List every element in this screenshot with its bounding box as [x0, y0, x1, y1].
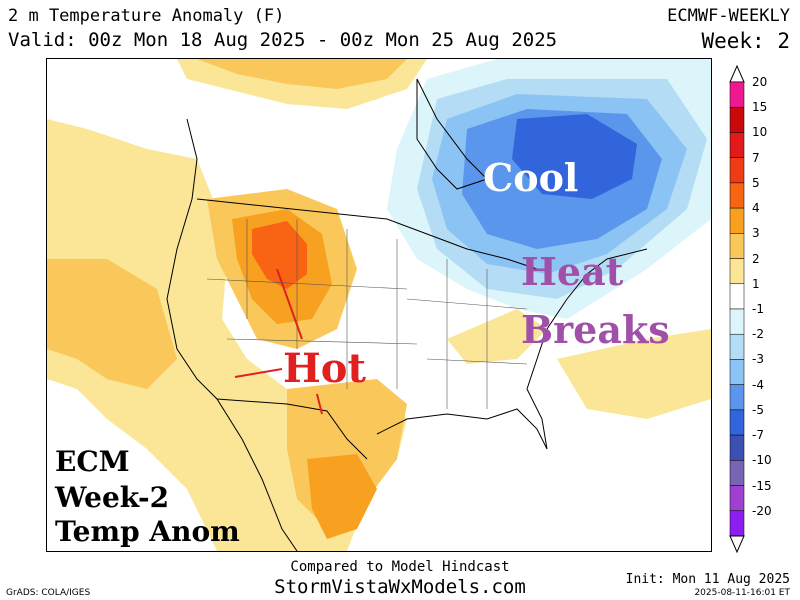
legend-label: 4 [752, 201, 760, 216]
legend-label: 20 [752, 75, 768, 89]
legend-swatch [729, 233, 745, 259]
legend-arrow-bottom [729, 535, 745, 554]
legend-label: -20 [752, 503, 772, 518]
temp-anom-label: Temp Anom [55, 515, 240, 548]
legend-label: -2 [752, 327, 764, 342]
legend-swatch [729, 258, 745, 285]
site-name: StormVistaWxModels.com [274, 576, 526, 598]
legend-label: -15 [752, 478, 772, 493]
legend-label: 2 [752, 251, 760, 266]
week-label: Week: 2 [701, 29, 790, 53]
legend-swatch [729, 460, 745, 486]
anomaly-map: Cool Heat Breaks Hot ECM Week-2 Temp Ano… [46, 58, 712, 552]
legend-swatch [729, 359, 745, 385]
legend-label: 5 [752, 175, 760, 190]
legend-swatch [729, 207, 745, 234]
legend-swatch [729, 510, 745, 537]
coldest-anomaly-quebec [512, 114, 637, 199]
legend-label: -5 [752, 402, 764, 417]
hudson-bay-outline [416, 78, 488, 190]
legend-swatch [729, 157, 745, 184]
breaks-annotation: Breaks [521, 307, 670, 352]
hot-pointer-arrows [234, 268, 323, 415]
heat-annotation: Heat [521, 249, 624, 294]
anomaly-shading [47, 59, 711, 551]
legend-label: -1 [752, 302, 764, 316]
legend-swatch [729, 106, 745, 133]
warm-anomaly-alaska-core [197, 59, 407, 89]
warm-anomaly-atlantic [557, 329, 711, 419]
hot-arrow-texas [316, 393, 323, 415]
init-time: Init: Mon 11 Aug 2025 [625, 572, 790, 587]
legend-label: -4 [752, 377, 764, 392]
legend-swatch [729, 283, 745, 310]
ecm-label: ECM [55, 445, 130, 478]
valid-period: Valid: 00z Mon 18 Aug 2025 - 00z Mon 25 … [8, 29, 558, 51]
legend-swatch [729, 308, 745, 335]
anomaly-map-svg [47, 59, 711, 551]
west-coastline [166, 118, 298, 551]
legend-swatch [729, 384, 745, 411]
legend-label: -3 [752, 352, 764, 367]
hot-arrow-arizona [234, 368, 283, 378]
hot-arrow-montana [276, 268, 303, 340]
legend-colorbar [729, 64, 745, 554]
legend-swatch [729, 434, 745, 461]
gulf-coastline [376, 388, 548, 450]
east-coastline [526, 248, 648, 390]
legend-swatch [729, 182, 745, 209]
legend-swatch [729, 485, 745, 512]
legend-swatch [729, 132, 745, 158]
week2-label: Week-2 [55, 481, 170, 514]
legend-label: -10 [752, 453, 772, 468]
legend-label: 7 [752, 150, 760, 165]
map-title: 2 m Temperature Anomaly (F) [8, 6, 285, 26]
generated-timestamp: 2025-08-11-16:01 ET [694, 588, 790, 598]
legend-swatch [729, 333, 745, 360]
warm-anomaly-pacific [47, 259, 177, 389]
hindcast-note: Compared to Model Hindcast [290, 559, 510, 575]
model-name: ECMWF-WEEKLY [667, 6, 790, 26]
grads-credit: GrADS: COLA/IGES [6, 588, 91, 598]
hot-annotation: Hot [283, 345, 366, 392]
legend-arrow-top [729, 64, 745, 83]
us-canada-border [196, 198, 538, 270]
us-mexico-border [216, 398, 368, 460]
legend-label: -7 [752, 428, 764, 443]
legend-label: 1 [752, 276, 760, 291]
legend-label: 3 [752, 226, 760, 241]
color-legend: 20 15 10 7 5 4 3 2 1 -1 -2 -3 -4 -5 -7 -10 -15 -20 [722, 64, 800, 554]
geographic-boundaries [166, 78, 648, 551]
legend-label: 15 [752, 100, 768, 115]
warm-anomaly-midatlantic [447, 309, 547, 364]
warm-anomaly-mexico [307, 454, 377, 539]
legend-swatch [729, 409, 745, 436]
legend-swatch [729, 81, 745, 108]
cool-annotation: Cool [483, 155, 579, 200]
legend-label: 10 [752, 125, 768, 140]
hot-anomaly-montana [252, 221, 307, 289]
